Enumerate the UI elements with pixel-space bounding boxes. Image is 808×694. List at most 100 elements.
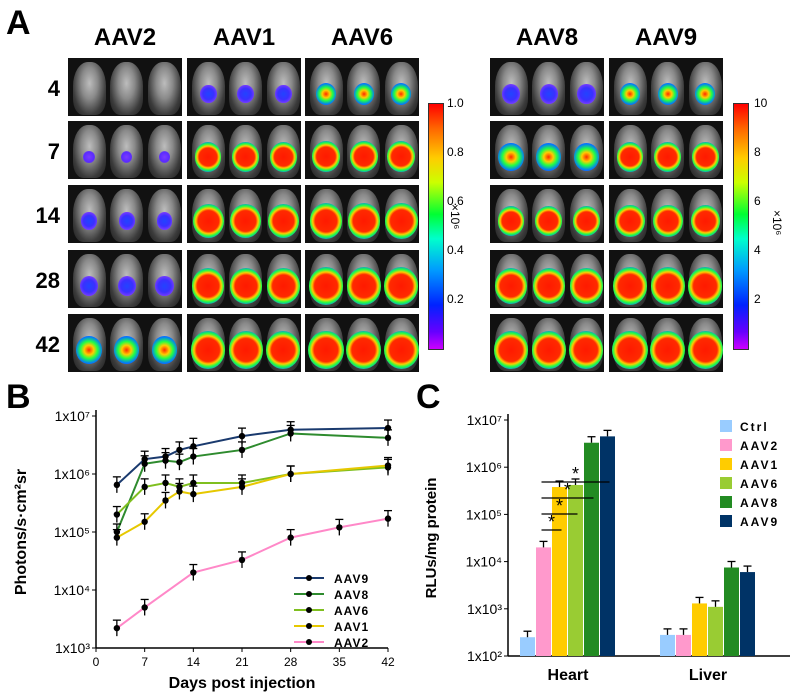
- data-point-aav8: [238, 446, 246, 454]
- signal-blob: [391, 83, 412, 105]
- data-point-aav8: [190, 453, 197, 460]
- image-aav8-day-7: [490, 121, 604, 179]
- signal-blob: [353, 83, 374, 105]
- y-tick-label: 1x10⁷: [55, 408, 90, 424]
- image-aav6-day-7: [305, 121, 419, 179]
- data-point-aav2: [190, 569, 197, 576]
- bar-aav2-liver: [676, 634, 691, 656]
- signal-blob: [316, 83, 336, 105]
- legend-label-aav6: AAV6: [740, 477, 779, 491]
- signal-blob: [383, 330, 419, 370]
- column-label-aav2: AAV2: [93, 24, 157, 51]
- series-line-aav8: [115, 432, 389, 533]
- series-line-aav1: [116, 464, 389, 539]
- signal-blob: [612, 330, 648, 370]
- image-aav1-day-28: [187, 250, 301, 308]
- signal-blob: [155, 275, 174, 297]
- y-tick-label: 1x10⁶: [466, 459, 502, 475]
- data-point-aav2: [287, 534, 294, 541]
- data-point-aav9: [176, 446, 183, 454]
- scale-tick-label: 0.8: [447, 145, 464, 159]
- scale-right-unit: ×10⁶: [770, 210, 784, 236]
- scale-tick-label: 8: [754, 145, 761, 159]
- bar-aav2-heart: [536, 547, 551, 656]
- image-aav1-day-14: [187, 185, 301, 243]
- signal-blob: [532, 268, 565, 304]
- data-point-aav1: [176, 488, 183, 495]
- scale-tick-label: 6: [754, 194, 761, 208]
- signal-blob: [192, 203, 224, 238]
- image-aav8-day-28: [490, 250, 604, 308]
- mouse-silhouette: [72, 62, 106, 116]
- signal-blob: [494, 331, 528, 369]
- legend-label-aav9: AAV9: [740, 515, 779, 529]
- data-point-aav2: [141, 604, 148, 611]
- image-aav1-day-42: [187, 314, 301, 372]
- image-aav2-day-7: [68, 121, 182, 179]
- signal-blob: [497, 206, 525, 236]
- row-label-day-42: 42: [35, 332, 60, 357]
- legend-marker: [306, 591, 312, 597]
- signal-blob: [531, 331, 566, 369]
- scale-tick-label: 0.4: [447, 243, 464, 257]
- image-aav9-day-4: [609, 58, 723, 116]
- signal-blob: [267, 268, 300, 304]
- x-tick-label: 0: [93, 655, 100, 669]
- y-tick-label: 1x10⁵: [54, 524, 90, 540]
- signal-blob: [151, 335, 178, 364]
- column-label-aav8: AAV8: [515, 24, 579, 51]
- data-point-aav8: [176, 458, 183, 466]
- signal-blob: [79, 275, 99, 297]
- image-aav9-day-14: [609, 185, 723, 243]
- signal-blob: [346, 267, 381, 305]
- signal-blob: [613, 267, 647, 305]
- significance-marker: *: [556, 496, 563, 516]
- signal-blob: [654, 142, 682, 172]
- signal-blob: [498, 142, 524, 171]
- row-label-day-4: 4: [47, 76, 60, 101]
- signal-blob: [384, 267, 419, 305]
- legend-swatch-ctrl: [720, 420, 732, 432]
- signal-blob: [616, 142, 644, 172]
- bar-ctrl-heart: [520, 637, 535, 656]
- signal-blob: [539, 83, 558, 105]
- bar-aav9-liver: [740, 572, 755, 656]
- signal-blob: [158, 150, 171, 164]
- signal-blob: [690, 204, 721, 238]
- image-aav8-day-4: [490, 58, 604, 116]
- data-point-aav1: [141, 518, 148, 525]
- bar-aav1-liver: [692, 603, 707, 656]
- data-point-aav1: [287, 470, 294, 478]
- bar-aav8-liver: [724, 567, 739, 656]
- y-tick-label: 1x10⁷: [467, 412, 502, 428]
- scale-tick-label: 1.0: [447, 96, 464, 110]
- signal-blob: [650, 267, 685, 305]
- image-aav8-day-14: [490, 185, 604, 243]
- signal-blob: [121, 150, 133, 164]
- scale-tick-label: 10: [754, 96, 768, 110]
- category-label-liver: Liver: [689, 667, 727, 684]
- legend-swatch-aav6: [720, 477, 732, 489]
- signal-blob: [237, 84, 255, 104]
- bar-aav1-heart: [552, 487, 567, 656]
- scale-left-unit: ×10⁶: [448, 204, 462, 230]
- signal-blob: [569, 331, 604, 369]
- signal-blob: [309, 267, 343, 305]
- bar-aav6-liver: [708, 606, 723, 656]
- signal-blob: [652, 204, 683, 238]
- category-label-heart: Heart: [548, 667, 590, 684]
- y-tick-label: 1x10³: [55, 640, 90, 656]
- signal-blob: [266, 331, 301, 369]
- data-point-aav6: [162, 479, 169, 487]
- legend-swatch-aav2: [720, 439, 732, 451]
- image-aav2-day-14: [68, 185, 182, 243]
- signal-blob: [156, 212, 173, 230]
- signal-blob: [572, 206, 600, 236]
- signal-blob: [267, 203, 299, 238]
- significance-marker: *: [564, 480, 571, 500]
- mouse-silhouette: [147, 62, 181, 116]
- legend-marker: [306, 639, 312, 645]
- bar-aav6-heart: [568, 484, 583, 656]
- x-axis-title: Days post injection: [169, 675, 316, 692]
- data-point-aav2: [238, 556, 246, 564]
